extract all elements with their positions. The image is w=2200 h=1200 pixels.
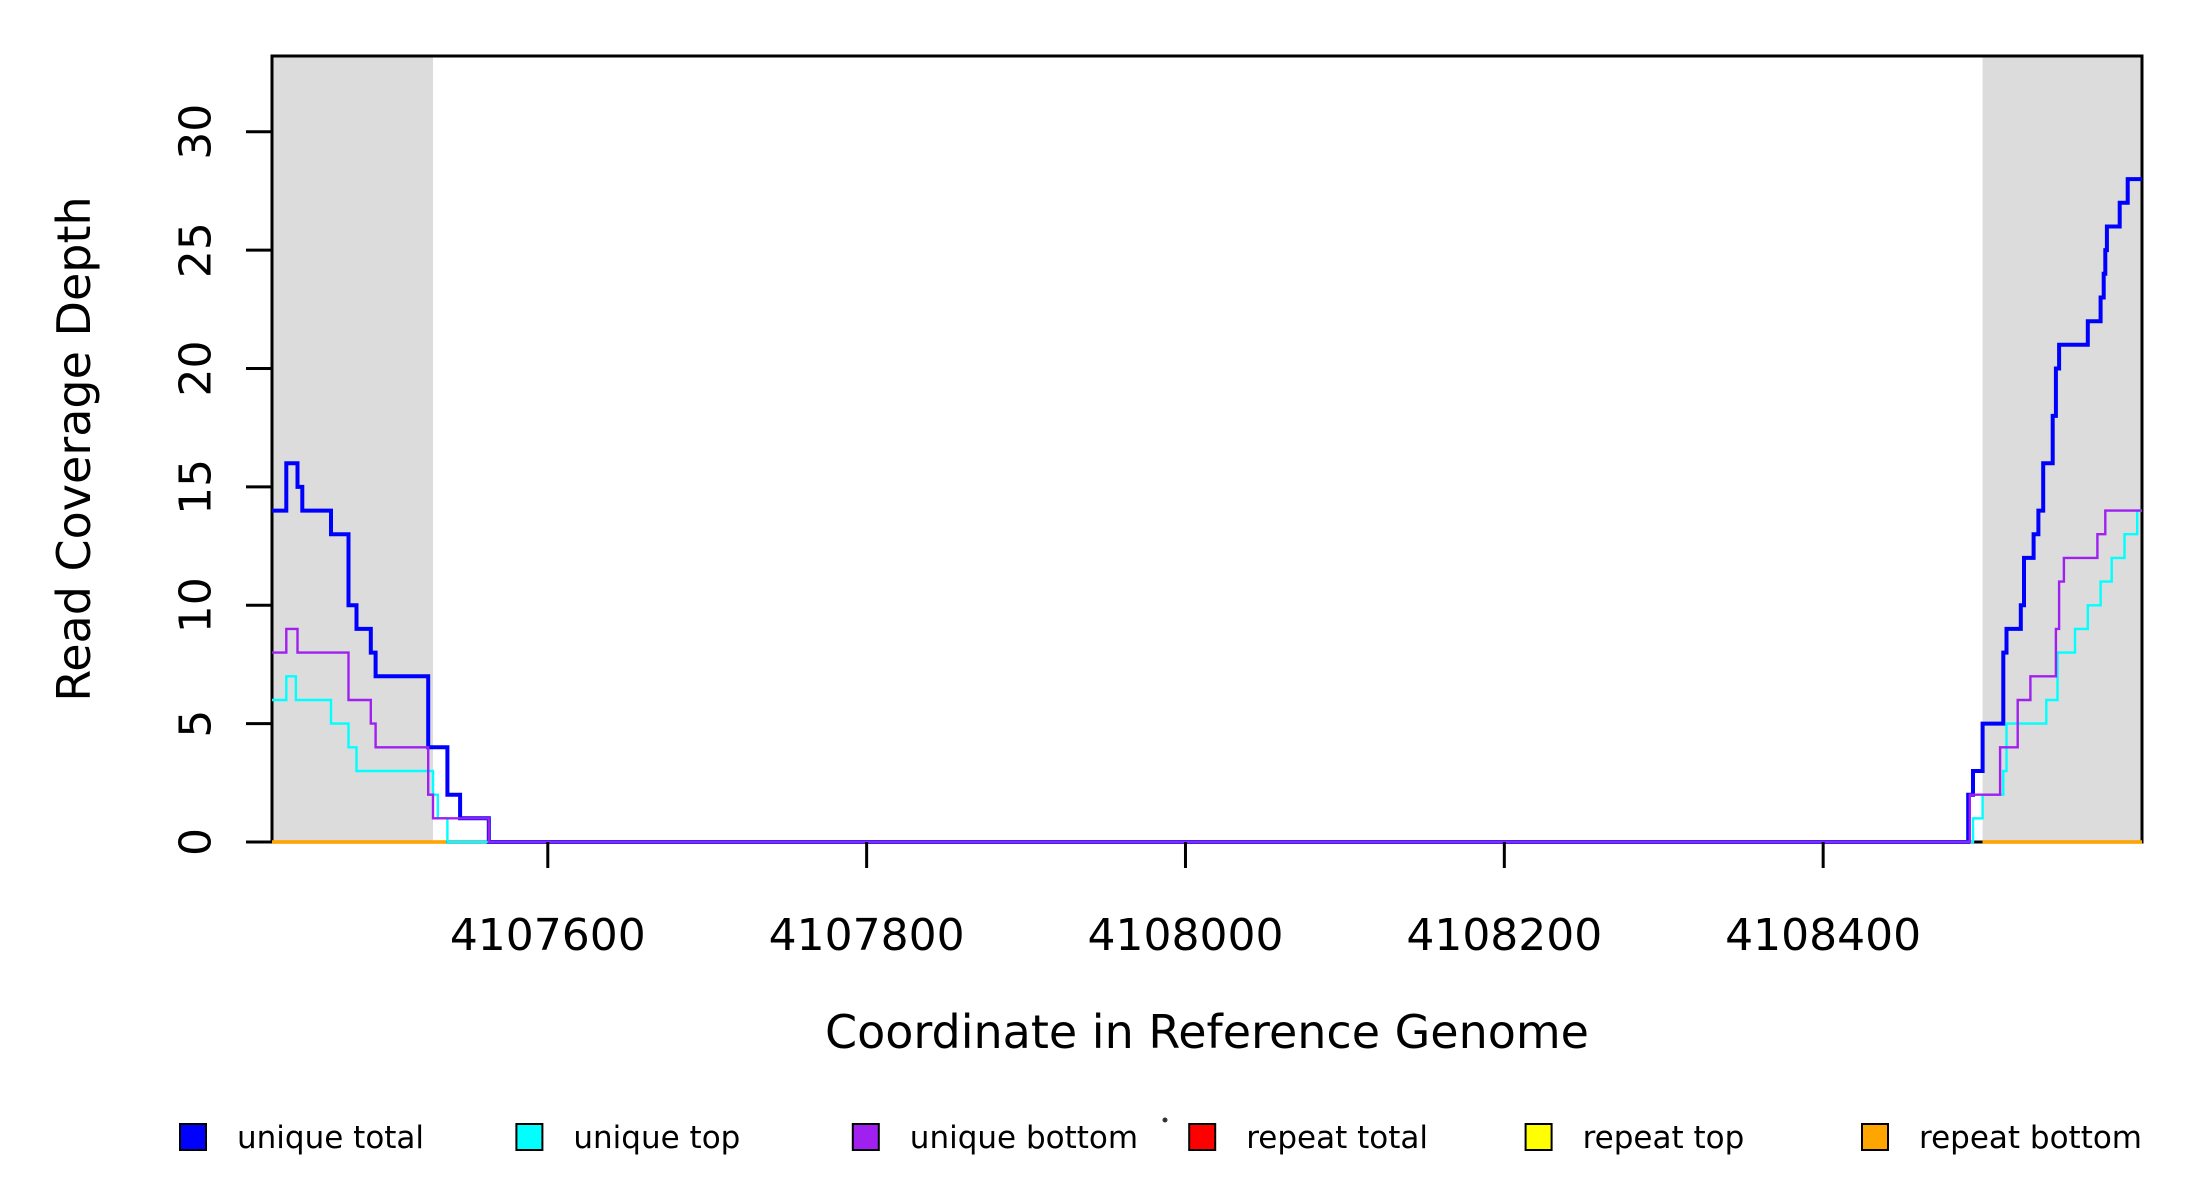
- legend-label-repeat-total: repeat total: [1246, 1120, 1428, 1156]
- x-tick-label: 4107600: [450, 910, 646, 961]
- legend-item: unique top: [515, 1120, 740, 1156]
- shaded-band-right-flank: [1982, 56, 2142, 842]
- y-tick-label: 0: [170, 828, 221, 856]
- x-tick-label: 4108400: [1725, 910, 1921, 961]
- legend-swatch-unique-top: [515, 1123, 544, 1151]
- shaded-band-left-flank: [272, 56, 434, 842]
- legend: unique total unique top unique bottom repea…: [179, 1120, 2142, 1156]
- legend-swatch-unique-bottom: [851, 1123, 880, 1151]
- legend-label-unique-top: unique top: [573, 1120, 740, 1156]
- legend-item: unique total: [179, 1120, 424, 1156]
- legend-item: repeat total: [1188, 1120, 1428, 1156]
- y-tick-label: 10: [170, 577, 221, 633]
- legend-item: repeat bottom: [1861, 1120, 2142, 1156]
- legend-swatch-repeat-bottom: [1861, 1123, 1889, 1151]
- legend-item: repeat top: [1524, 1120, 1745, 1156]
- legend-swatch-repeat-total: [1188, 1123, 1217, 1151]
- legend-label-unique-bottom: unique bottom: [910, 1120, 1138, 1156]
- series-line-unique-total: [272, 177, 2142, 844]
- series-line-unique-bottom: [272, 509, 2142, 844]
- legend-label-repeat-top: repeat top: [1583, 1120, 1745, 1156]
- legend-swatch-unique-total: [179, 1123, 207, 1151]
- x-tick-label: 4108200: [1406, 910, 1602, 961]
- y-tick-label: 5: [170, 710, 221, 738]
- axis-ticks-layer: 4107600 4107800 4108000 4108200 4108400 0 5 10 1…: [170, 104, 1921, 961]
- stray-dot: [1162, 1117, 1168, 1123]
- x-tick-label: 4108000: [1087, 910, 1283, 961]
- series-line-unique-top: [272, 509, 2142, 844]
- legend-item: unique bottom: [851, 1120, 1138, 1156]
- x-tick-label: 4107800: [769, 910, 965, 961]
- series-lines-layer: [272, 177, 2142, 844]
- shaded-bands-layer: [272, 56, 2142, 842]
- y-tick-label: 15: [170, 459, 221, 515]
- legend-label-repeat-bottom: repeat bottom: [1919, 1120, 2142, 1156]
- plot-border: [270, 54, 2144, 844]
- x-axis-title: Coordinate in Reference Genome: [825, 1005, 1589, 1059]
- y-axis-title: Read Coverage Depth: [47, 196, 101, 701]
- y-tick-label: 25: [170, 222, 221, 278]
- legend-label-unique-total: unique total: [237, 1120, 424, 1156]
- plot-box-layer: [270, 54, 2144, 844]
- legend-swatch-repeat-top: [1524, 1123, 1553, 1151]
- y-tick-label: 20: [170, 341, 221, 397]
- y-tick-label: 30: [170, 104, 221, 160]
